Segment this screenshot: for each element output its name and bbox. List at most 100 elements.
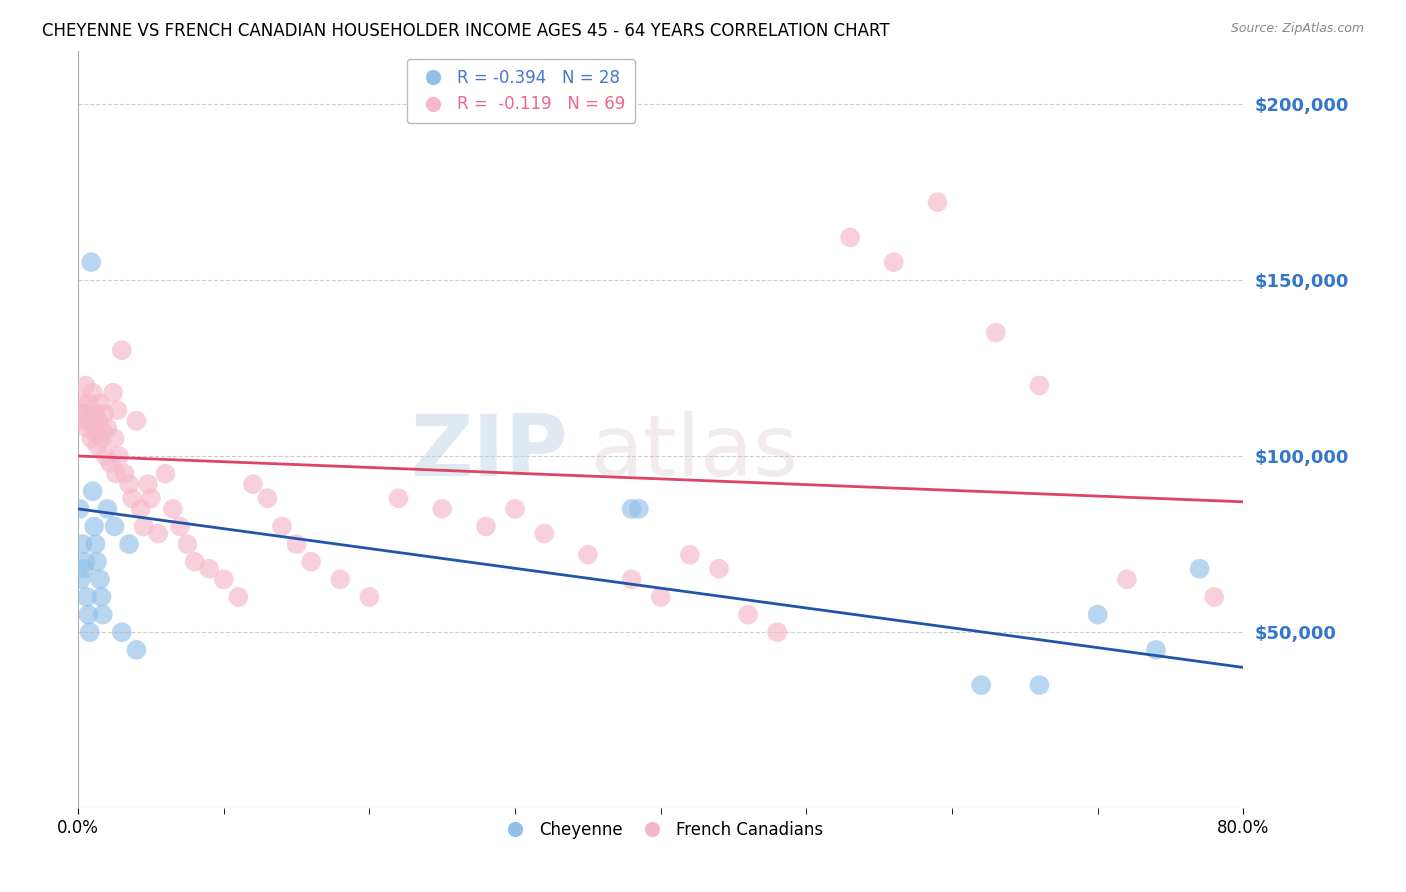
- Point: [139, 491, 162, 506]
- Point: [1144, 643, 1167, 657]
- Point: [737, 607, 759, 622]
- Point: [242, 477, 264, 491]
- Point: [82, 385, 104, 400]
- Point: [176, 537, 198, 551]
- Point: [80, 255, 103, 269]
- Point: [620, 501, 643, 516]
- Point: [256, 491, 278, 506]
- Point: [125, 643, 148, 657]
- Point: [89, 572, 111, 586]
- Point: [503, 501, 526, 516]
- Point: [76, 590, 98, 604]
- Point: [79, 625, 101, 640]
- Point: [650, 590, 672, 604]
- Point: [1115, 572, 1137, 586]
- Point: [162, 501, 184, 516]
- Point: [183, 555, 205, 569]
- Point: [329, 572, 352, 586]
- Point: [70, 414, 93, 428]
- Point: [73, 562, 96, 576]
- Text: atlas: atlas: [591, 411, 799, 494]
- Point: [87, 414, 110, 428]
- Point: [70, 572, 93, 586]
- Point: [576, 548, 599, 562]
- Point: [86, 555, 108, 569]
- Point: [90, 431, 112, 445]
- Point: [620, 572, 643, 586]
- Point: [69, 501, 91, 516]
- Point: [121, 491, 143, 506]
- Point: [114, 467, 136, 481]
- Point: [104, 467, 127, 481]
- Point: [1028, 678, 1050, 692]
- Text: CHEYENNE VS FRENCH CANADIAN HOUSEHOLDER INCOME AGES 45 - 64 YEARS CORRELATION CH: CHEYENNE VS FRENCH CANADIAN HOUSEHOLDER …: [42, 22, 890, 40]
- Text: Source: ZipAtlas.com: Source: ZipAtlas.com: [1230, 22, 1364, 36]
- Point: [98, 456, 121, 470]
- Point: [533, 526, 555, 541]
- Point: [1204, 590, 1226, 604]
- Point: [271, 519, 294, 533]
- Point: [707, 562, 730, 576]
- Point: [79, 414, 101, 428]
- Point: [108, 449, 131, 463]
- Point: [86, 438, 108, 452]
- Legend: Cheyenne, French Canadians: Cheyenne, French Canadians: [492, 814, 830, 846]
- Point: [432, 501, 454, 516]
- Point: [136, 477, 159, 491]
- Point: [94, 449, 117, 463]
- Point: [96, 501, 118, 516]
- Point: [103, 519, 125, 533]
- Point: [359, 590, 381, 604]
- Point: [118, 537, 141, 551]
- Text: ZIP: ZIP: [409, 411, 568, 494]
- Point: [766, 625, 789, 640]
- Point: [883, 255, 905, 269]
- Point: [129, 501, 152, 516]
- Point: [75, 378, 97, 392]
- Point: [228, 590, 250, 604]
- Point: [627, 501, 650, 516]
- Point: [83, 519, 105, 533]
- Point: [111, 625, 134, 640]
- Point: [72, 396, 94, 410]
- Point: [75, 555, 97, 569]
- Point: [118, 477, 141, 491]
- Point: [93, 407, 115, 421]
- Point: [89, 396, 111, 410]
- Point: [155, 467, 177, 481]
- Point: [1188, 562, 1211, 576]
- Point: [82, 484, 104, 499]
- Point: [96, 421, 118, 435]
- Point: [299, 555, 322, 569]
- Point: [72, 537, 94, 551]
- Point: [84, 407, 107, 421]
- Point: [927, 195, 949, 210]
- Point: [83, 425, 105, 439]
- Point: [169, 519, 191, 533]
- Point: [91, 425, 114, 439]
- Point: [970, 678, 993, 692]
- Point: [475, 519, 498, 533]
- Point: [148, 526, 170, 541]
- Point: [198, 562, 221, 576]
- Point: [212, 572, 235, 586]
- Point: [839, 230, 862, 244]
- Point: [387, 491, 409, 506]
- Point: [77, 607, 100, 622]
- Point: [84, 537, 107, 551]
- Point: [90, 590, 112, 604]
- Point: [1087, 607, 1109, 622]
- Point: [80, 431, 103, 445]
- Point: [1028, 378, 1050, 392]
- Point: [132, 519, 155, 533]
- Point: [125, 414, 148, 428]
- Point: [111, 343, 134, 358]
- Point: [76, 421, 98, 435]
- Point: [77, 396, 100, 410]
- Point: [101, 385, 124, 400]
- Point: [103, 431, 125, 445]
- Point: [107, 403, 129, 417]
- Point: [984, 326, 1007, 340]
- Point: [73, 407, 96, 421]
- Point: [679, 548, 702, 562]
